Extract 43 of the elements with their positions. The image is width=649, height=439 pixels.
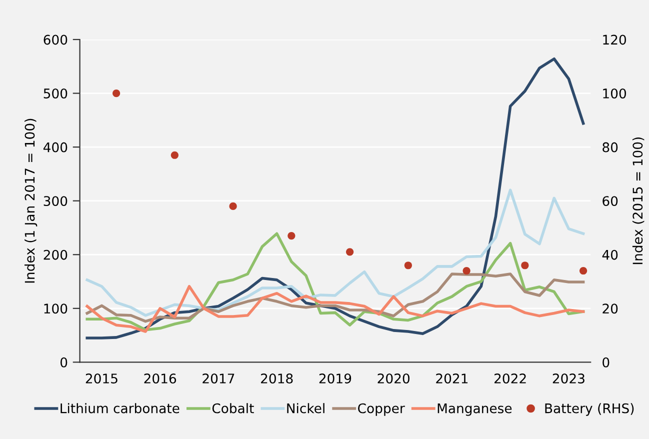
y-tick-label: 300 <box>44 196 68 206</box>
y-tick-label: 600 <box>44 34 68 45</box>
y-tick-label: 100 <box>44 304 68 314</box>
x-tick-label: 2017 <box>202 374 234 384</box>
y2-tick-label: 120 <box>603 34 626 45</box>
point <box>404 262 412 270</box>
x-tick-label: 2015 <box>86 374 118 384</box>
point <box>229 202 237 210</box>
line-series <box>86 284 585 333</box>
y-tick-label: 0 <box>60 357 68 368</box>
y2-axis-title: Index (2015 = 100) <box>632 137 644 264</box>
point <box>462 266 470 275</box>
x-tick-label: 2019 <box>319 374 352 384</box>
point <box>346 248 354 256</box>
y2-tick-label: 40 <box>602 250 618 260</box>
legend-label: Copper <box>358 403 405 416</box>
y2-tick-label: 60 <box>602 196 618 206</box>
point <box>170 151 178 159</box>
legend-label: Cobalt <box>212 403 254 414</box>
line-series <box>86 188 585 317</box>
x-tick-label: 2023 <box>552 374 584 384</box>
point <box>288 232 296 240</box>
x-tick-label: 2016 <box>144 374 176 384</box>
y2-tick-label: 80 <box>602 142 618 152</box>
x-tick-label: 2020 <box>378 374 410 384</box>
y-tick-label: 400 <box>43 142 68 152</box>
legend-label: Battery (RHS) <box>545 403 634 416</box>
point <box>112 89 120 98</box>
y-tick-label: 500 <box>44 88 68 98</box>
legend-label: Lithium carbonate <box>60 403 180 414</box>
x-tick-label: 2018 <box>261 374 293 384</box>
x-tick-label: 2021 <box>436 374 468 384</box>
line-series <box>86 232 585 332</box>
point <box>521 262 529 270</box>
legend-label: Nickel <box>287 403 324 414</box>
y2-tick-label: 0 <box>602 357 610 368</box>
legend-label: Manganese <box>438 403 512 416</box>
y2-tick-label: 20 <box>602 304 618 314</box>
y-axis-title: Index (1 Jan 2017 = 100) <box>24 118 38 283</box>
x-tick-label: 2022 <box>494 374 526 384</box>
y2-tick-label: 100 <box>603 88 626 98</box>
y-tick-label: 200 <box>44 250 68 260</box>
point <box>579 266 588 275</box>
